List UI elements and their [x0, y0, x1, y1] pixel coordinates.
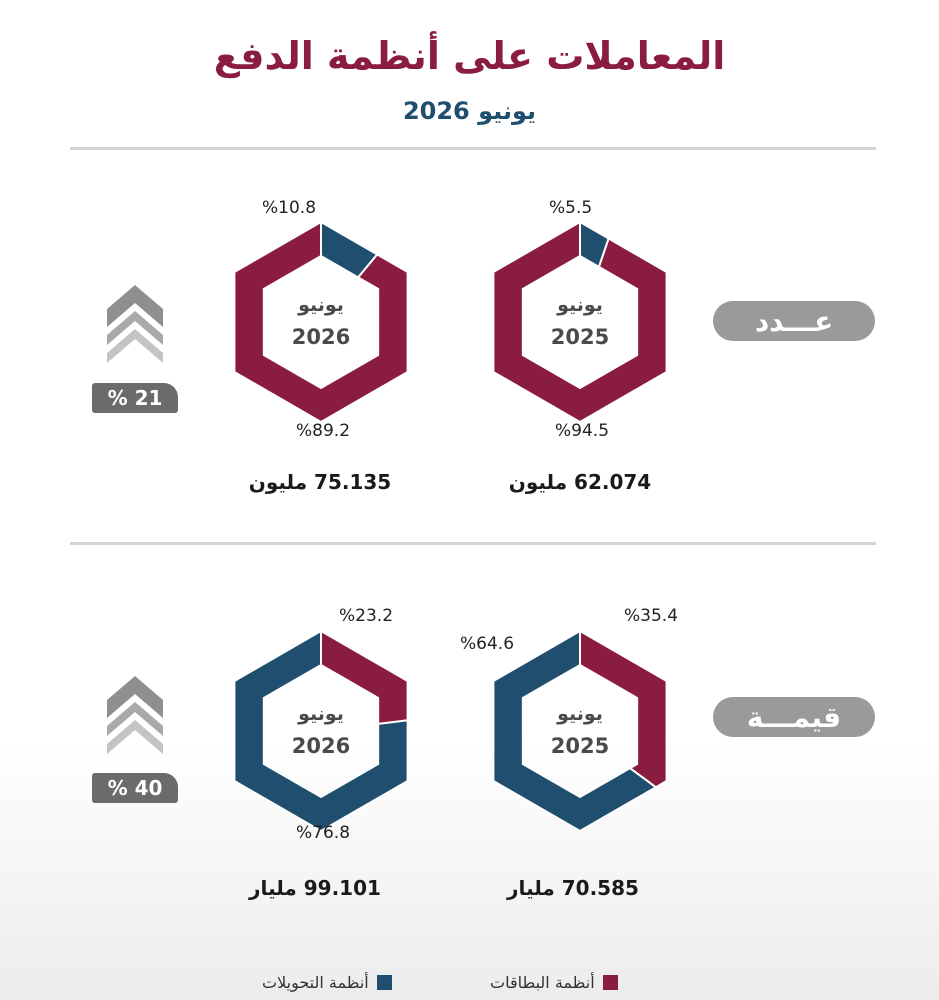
donut-segment-transfers: [579, 220, 610, 269]
page-subtitle: يونيو 2026: [402, 97, 537, 125]
legend-item-transfers: أنظمة التحويلات: [262, 973, 392, 992]
legend-swatch-cards: [602, 975, 618, 990]
growth-badge-value: % 40: [92, 773, 178, 803]
donut-segment-cards: [579, 629, 668, 789]
section-label-value: قيمـــة: [713, 697, 875, 737]
donut-value-2026: يونيو 2026: [233, 629, 409, 833]
donut-count-2025-bottom-label: %94.5: [555, 421, 610, 441]
donut-value-2026-top-label: %23.2: [339, 606, 394, 626]
donut-value-2026-bottom-label: %76.8: [296, 823, 351, 843]
page-title: المعاملات على أنظمة الدفع: [213, 34, 726, 78]
donut-value-2025-total: 70.585 مليار: [507, 876, 639, 900]
donut-count-2026-top-label: %10.8: [262, 198, 317, 218]
donut-value-2025-side-label: %64.6: [460, 634, 515, 654]
donut-count-2026-line2: 2026: [292, 325, 350, 349]
donut-count-2026-total: 75.135 مليون: [248, 470, 392, 494]
donut-count-2025-line1: يونيو: [556, 294, 603, 316]
growth-badge-count: % 21: [92, 383, 178, 413]
donut-count-2025-line2: 2025: [551, 325, 609, 349]
donut-count-2025-top-label: %5.5: [549, 198, 593, 218]
donut-value-2025-line1: يونيو: [556, 703, 603, 725]
legend-swatch-transfers: [376, 975, 392, 990]
donut-segment-cards: [320, 629, 409, 726]
donut-segment-transfers: [320, 220, 379, 279]
donut-value-2025-line2: 2025: [551, 734, 609, 758]
donut-count-2025: يونيو 2025: [492, 220, 668, 424]
legend-item-cards: أنظمة البطاقات: [490, 973, 618, 992]
donut-count-2026-bottom-label: %89.2: [296, 421, 351, 441]
donut-count-2026-line1: يونيو: [297, 294, 344, 316]
growth-arrows-count-icon: [107, 285, 163, 363]
section-label-count: عـــدد: [713, 301, 875, 341]
donut-value-2026-line2: 2026: [292, 734, 350, 758]
donut-value-2025-top-label: %35.4: [624, 606, 679, 626]
donut-value-2026-line1: يونيو: [297, 703, 344, 725]
donut-value-2025: يونيو 2025: [492, 629, 668, 833]
growth-arrows-value-icon: [107, 676, 163, 754]
divider-middle: [70, 542, 876, 545]
donut-count-2025-total: 62.074 مليون: [508, 470, 652, 494]
divider-top: [70, 147, 876, 150]
legend-label-cards: أنظمة البطاقات: [490, 973, 595, 992]
legend-label-transfers: أنظمة التحويلات: [262, 973, 369, 992]
donut-count-2026: يونيو 2026: [233, 220, 409, 424]
donut-value-2026-total: 99.101 مليار: [249, 876, 381, 900]
